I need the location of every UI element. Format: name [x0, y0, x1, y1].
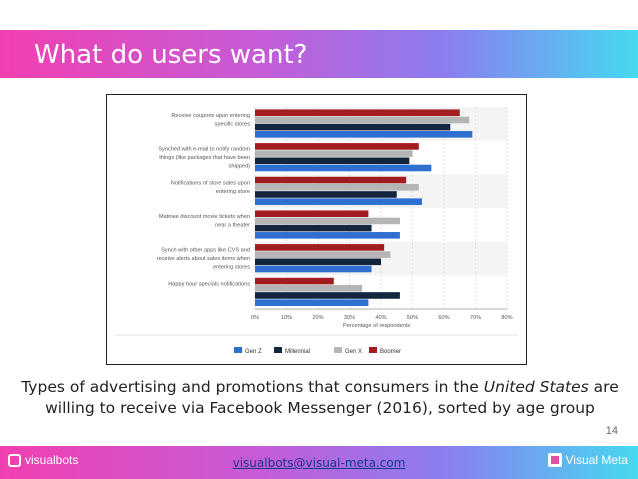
x-tick-label: 10%	[281, 315, 292, 321]
bar-gen-z	[255, 164, 432, 172]
bar-millennial	[255, 258, 381, 266]
bar-boomer	[255, 277, 334, 285]
x-tick-label: 70%	[470, 315, 481, 321]
caption-country: United States	[483, 378, 589, 396]
footer-email-link[interactable]: visualbots@visual-meta.com	[232, 456, 406, 470]
bar-millennial	[255, 292, 400, 299]
x-axis-label: Percentage of respondents	[343, 323, 410, 329]
category-label: receive alerts about sales items when	[157, 256, 250, 262]
bar-boomer	[255, 143, 419, 150]
bar-millennial	[255, 191, 397, 198]
page-number: 14	[605, 425, 618, 437]
bar-gen-z	[255, 299, 369, 306]
visual-meta-logo: Visual Meta	[547, 453, 628, 467]
legend-label: Millennial	[285, 349, 310, 355]
category-label: Notifications of store sales upon	[171, 180, 250, 186]
category-label: things (like packages that have been	[159, 155, 250, 161]
category-label: Synch with other apps like CVS and	[161, 248, 250, 254]
category-label: specific stores	[215, 122, 251, 128]
category-label: shipped)	[229, 164, 251, 170]
caption: Types of advertising and promotions that…	[20, 377, 620, 419]
legend-swatch	[234, 347, 242, 353]
bar-gen-z	[255, 198, 422, 205]
legend-swatch	[334, 347, 342, 353]
bar-gen-z	[255, 131, 473, 138]
bar-millennial	[255, 157, 410, 165]
bar-gen-z	[255, 232, 400, 239]
legend-swatch	[274, 347, 282, 353]
x-tick-label: 20%	[312, 315, 323, 321]
bar-gen-x	[255, 217, 400, 225]
category-label: Synched with e-mail to notify random	[158, 147, 250, 153]
legend-label: Gen Z	[245, 349, 262, 355]
visualbots-brand: visualbots	[25, 453, 79, 467]
category-label: entering store	[216, 189, 250, 195]
bar-gen-z	[255, 265, 372, 273]
visual-meta-brand: Visual Meta	[565, 453, 628, 467]
category-label: near a theater	[215, 223, 250, 229]
caption-text-before: Types of advertising and promotions that…	[21, 378, 484, 396]
bar-gen-x	[255, 284, 363, 292]
x-tick-label: 50%	[407, 315, 418, 321]
legend-swatch	[369, 347, 377, 353]
visualbots-logo: visualbots	[8, 453, 78, 467]
bar-boomer	[255, 176, 407, 184]
legend-label: Boomer	[380, 349, 401, 355]
category-label: Matinee discount movie tickets when	[159, 214, 250, 220]
header-band	[0, 30, 638, 78]
caption-text-after: are willing to receive via Facebook Mess…	[45, 378, 619, 417]
x-tick-label: 60%	[438, 315, 449, 321]
bar-gen-x	[255, 183, 419, 191]
x-tick-label: 0%	[251, 315, 259, 321]
category-label: entering stores	[213, 265, 250, 271]
x-tick-label: 80%	[501, 315, 512, 321]
category-label: Receive coupons upon entering	[171, 113, 250, 119]
bar-millennial	[255, 123, 451, 131]
bar-boomer	[255, 210, 369, 218]
category-label: Happy hour specials notifications	[168, 281, 250, 287]
bar-gen-x	[255, 116, 470, 124]
bar-boomer	[255, 244, 385, 251]
chart-frame: Receive coupons upon entering specific st…	[106, 94, 527, 365]
bar-boomer	[255, 109, 460, 117]
visualbots-logo-icon	[8, 453, 21, 467]
x-tick-label: 30%	[344, 315, 355, 321]
bar-gen-x	[255, 150, 413, 157]
x-tick-label: 40%	[375, 315, 386, 321]
bar-chart: Receive coupons upon entering specific st…	[115, 107, 518, 355]
page-title: What do users want?	[34, 40, 308, 70]
legend-label: Gen X	[345, 349, 362, 355]
footer-band	[0, 446, 638, 479]
bar-gen-x	[255, 251, 391, 258]
visual-meta-logo-icon	[547, 453, 562, 467]
bar-millennial	[255, 224, 372, 232]
